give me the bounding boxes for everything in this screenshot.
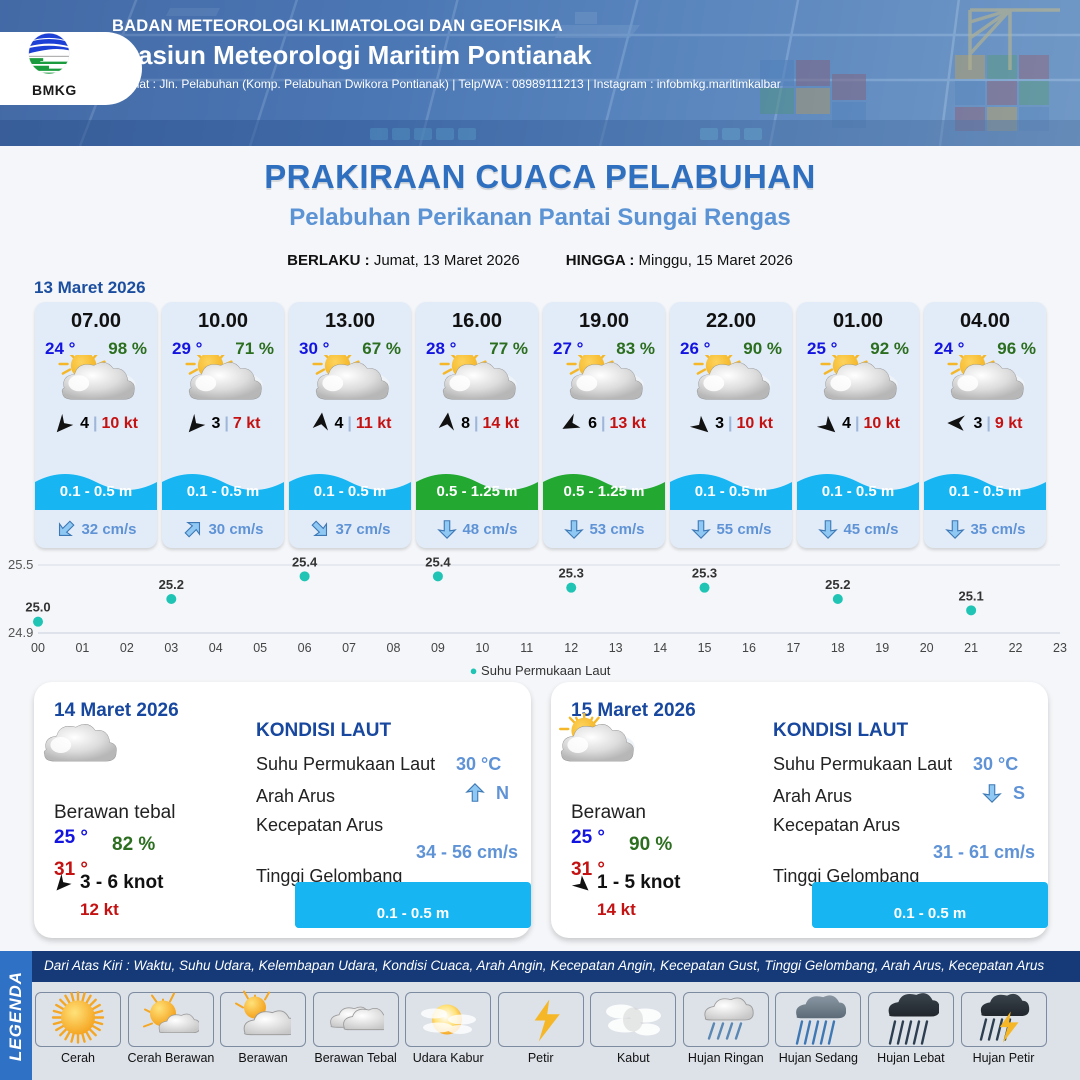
svg-text:24.9: 24.9 — [8, 625, 33, 640]
svg-text:08: 08 — [387, 641, 401, 655]
svg-text:03: 03 — [164, 641, 178, 655]
svg-text:19: 19 — [875, 641, 889, 655]
svg-text:15: 15 — [698, 641, 712, 655]
svg-text:10: 10 — [475, 641, 489, 655]
svg-text:25.2: 25.2 — [159, 577, 184, 592]
svg-text:13: 13 — [609, 641, 623, 655]
svg-text:06: 06 — [298, 641, 312, 655]
svg-text:12: 12 — [564, 641, 578, 655]
svg-text:16: 16 — [742, 641, 756, 655]
svg-text:21: 21 — [964, 641, 978, 655]
svg-text:22: 22 — [1009, 641, 1023, 655]
svg-text:25.3: 25.3 — [692, 566, 717, 581]
svg-text:07: 07 — [342, 641, 356, 655]
svg-text:04: 04 — [209, 641, 223, 655]
svg-text:25.1: 25.1 — [958, 588, 983, 603]
svg-text:25.2: 25.2 — [825, 577, 850, 592]
svg-text:05: 05 — [253, 641, 267, 655]
svg-text:17: 17 — [786, 641, 800, 655]
svg-text:14: 14 — [653, 641, 667, 655]
svg-text:00: 00 — [31, 641, 45, 655]
svg-text:23: 23 — [1053, 641, 1067, 655]
svg-text:25.0: 25.0 — [25, 600, 50, 615]
svg-text:25.4: 25.4 — [425, 555, 451, 569]
svg-text:09: 09 — [431, 641, 445, 655]
svg-text:18: 18 — [831, 641, 845, 655]
svg-text:25.5: 25.5 — [8, 557, 33, 572]
svg-text:25.3: 25.3 — [559, 566, 584, 581]
svg-text:02: 02 — [120, 641, 134, 655]
svg-text:20: 20 — [920, 641, 934, 655]
svg-text:01: 01 — [75, 641, 89, 655]
svg-text:11: 11 — [520, 641, 533, 655]
svg-text:25.4: 25.4 — [292, 555, 318, 569]
